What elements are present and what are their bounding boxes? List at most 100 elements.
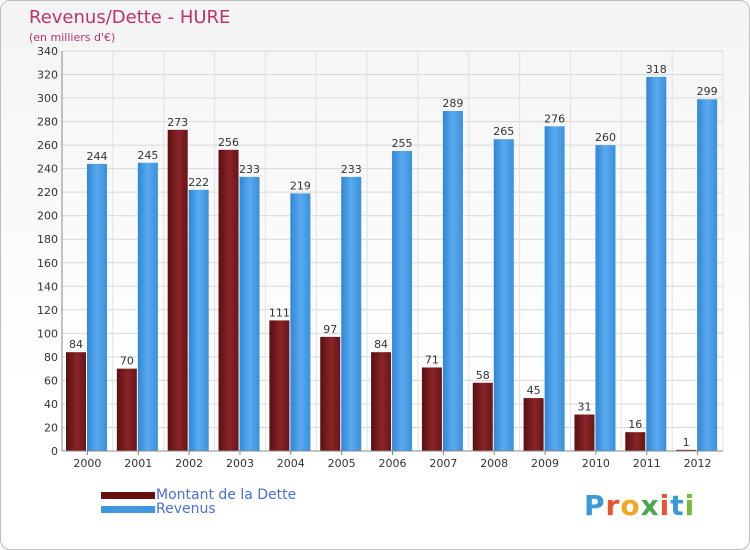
x-tick-label: 2001 xyxy=(124,457,152,470)
y-tick-label: 300 xyxy=(37,92,58,105)
y-tick-label: 240 xyxy=(37,163,58,176)
bar-dette xyxy=(421,367,442,451)
data-label: 71 xyxy=(425,353,439,366)
bar-dette xyxy=(116,368,137,451)
data-label: 222 xyxy=(188,176,209,189)
data-label: 70 xyxy=(120,355,134,368)
legend-label-revenus: Revenus xyxy=(156,501,216,517)
y-tick-label: 20 xyxy=(44,421,58,434)
bar-dette xyxy=(218,149,239,451)
bar-revenus xyxy=(341,176,362,451)
logo-letter: r xyxy=(605,489,621,522)
legend-swatch-revenus xyxy=(101,505,155,513)
y-tick-label: 180 xyxy=(37,233,58,246)
x-tick-label: 2002 xyxy=(175,457,203,470)
logo-letter: t xyxy=(670,489,685,522)
data-label: 276 xyxy=(544,112,565,125)
bar-revenus xyxy=(595,145,616,451)
x-tick-label: 2010 xyxy=(582,457,610,470)
data-label: 16 xyxy=(628,418,642,431)
data-label: 233 xyxy=(239,163,260,176)
logo-letter: P xyxy=(584,489,606,522)
y-tick-label: 220 xyxy=(37,186,58,199)
data-label: 265 xyxy=(493,125,514,138)
bar-dette xyxy=(625,432,646,451)
logo-letter: i xyxy=(684,489,696,522)
x-tick-label: 2008 xyxy=(480,457,508,470)
y-tick-label: 260 xyxy=(37,139,58,152)
chart-title: Revenus/Dette - HURE xyxy=(29,7,231,28)
bar-revenus xyxy=(188,189,209,451)
bar-dette xyxy=(320,336,341,451)
bar-revenus xyxy=(697,99,718,451)
bar-dette xyxy=(167,129,188,451)
y-tick-label: 280 xyxy=(37,116,58,129)
y-tick-label: 0 xyxy=(51,445,58,458)
x-tick-label: 2007 xyxy=(429,457,457,470)
bar-dette xyxy=(523,398,544,451)
bar-revenus xyxy=(544,126,565,451)
data-label: 256 xyxy=(218,136,239,149)
bar-dette xyxy=(574,414,595,451)
y-tick-label: 80 xyxy=(44,351,58,364)
data-label: 260 xyxy=(595,131,616,144)
y-tick-label: 320 xyxy=(37,69,58,82)
data-label: 244 xyxy=(87,150,108,163)
x-tick-label: 2006 xyxy=(379,457,407,470)
data-label: 84 xyxy=(374,338,388,351)
data-label: 97 xyxy=(323,323,337,336)
data-label: 245 xyxy=(137,149,158,162)
logo-letter: o xyxy=(620,489,641,522)
y-tick-label: 100 xyxy=(37,327,58,340)
x-tick-label: 2012 xyxy=(684,457,712,470)
data-label: 45 xyxy=(527,384,541,397)
y-tick-label: 120 xyxy=(37,304,58,317)
bar-revenus xyxy=(442,111,463,451)
data-label: 255 xyxy=(392,137,413,150)
data-label: 273 xyxy=(167,116,188,129)
logo-letter: x xyxy=(640,489,660,522)
x-tick-label: 2009 xyxy=(531,457,559,470)
bar-revenus xyxy=(646,76,667,451)
bar-revenus xyxy=(493,139,514,451)
y-tick-label: 160 xyxy=(37,257,58,270)
data-label: 289 xyxy=(442,97,463,110)
x-tick-label: 2004 xyxy=(277,457,305,470)
data-label: 111 xyxy=(269,306,290,319)
y-tick-label: 340 xyxy=(37,45,58,58)
data-label: 318 xyxy=(646,63,667,76)
y-tick-label: 60 xyxy=(44,374,58,387)
bar-revenus xyxy=(87,163,107,452)
data-label: 219 xyxy=(290,179,311,192)
proxiti-logo: Proxiti xyxy=(584,489,695,522)
x-tick-label: 2003 xyxy=(226,457,254,470)
bar-revenus xyxy=(392,151,413,451)
legend-item-revenus: Revenus xyxy=(101,502,216,516)
bar-dette xyxy=(371,352,392,451)
legend-item-dette: Montant de la Dette xyxy=(101,488,296,502)
data-label: 299 xyxy=(697,85,718,98)
data-label: 58 xyxy=(476,369,490,382)
data-label: 233 xyxy=(341,163,362,176)
y-tick-label: 140 xyxy=(37,280,58,293)
bar-revenus xyxy=(239,176,260,451)
x-tick-label: 2000 xyxy=(73,457,101,470)
y-tick-label: 40 xyxy=(44,398,58,411)
bar-dette xyxy=(472,382,493,451)
x-tick-label: 2005 xyxy=(328,457,356,470)
bar-dette xyxy=(676,449,697,451)
bar-dette xyxy=(66,352,86,451)
legend-label-dette: Montant de la Dette xyxy=(156,487,297,503)
logo-letter: i xyxy=(659,489,671,522)
y-tick-label: 200 xyxy=(37,210,58,223)
data-label: 31 xyxy=(577,401,591,414)
chart-subtitle: (en milliers d'€) xyxy=(29,31,116,44)
data-label: 84 xyxy=(69,338,83,351)
bar-revenus xyxy=(137,162,158,451)
bar-dette xyxy=(269,320,290,451)
legend-swatch-dette xyxy=(101,491,155,499)
x-tick-label: 2011 xyxy=(633,457,661,470)
bar-revenus xyxy=(290,193,311,451)
